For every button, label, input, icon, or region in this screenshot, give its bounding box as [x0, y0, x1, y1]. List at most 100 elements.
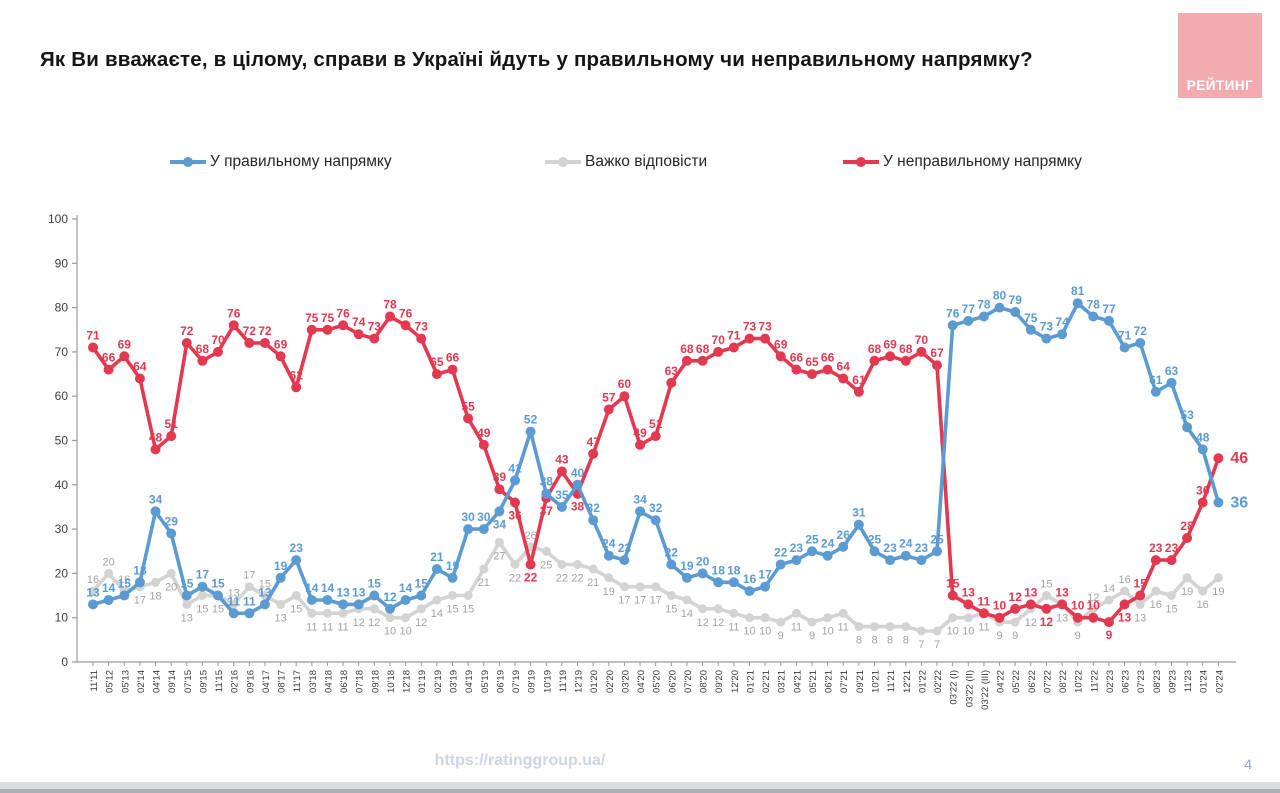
data-label: 15 — [180, 577, 194, 591]
data-label: 14 — [681, 608, 693, 620]
data-point — [916, 346, 927, 357]
data-point — [1072, 612, 1083, 623]
y-axis-label: 60 — [55, 389, 69, 403]
source-url-link[interactable]: https://ratinggroup.ua/ — [434, 752, 606, 769]
data-point — [525, 426, 536, 437]
data-label: 79 — [1009, 293, 1023, 307]
data-point — [760, 333, 771, 344]
data-point — [682, 595, 692, 605]
data-label: 53 — [1180, 408, 1194, 422]
data-label: 13 — [1056, 612, 1068, 624]
data-label: 12 — [1025, 617, 1037, 629]
legend-marker-gray-icon — [545, 150, 581, 174]
data-label: 13 — [1024, 585, 1038, 599]
data-label: 12 — [1087, 592, 1099, 604]
data-point — [1104, 595, 1114, 605]
data-point — [1213, 453, 1224, 464]
data-point — [291, 591, 301, 600]
data-point — [416, 590, 427, 601]
data-point — [1166, 377, 1177, 388]
data-label: 31 — [852, 506, 866, 520]
data-point — [760, 581, 771, 592]
data-label: 15 — [1040, 579, 1052, 591]
data-point — [604, 573, 614, 583]
data-point — [322, 324, 333, 335]
data-label: 16 — [1150, 599, 1162, 611]
data-point — [729, 608, 739, 618]
data-label: 51 — [649, 417, 663, 431]
data-label: 13 — [962, 585, 976, 599]
data-point — [1135, 590, 1146, 601]
y-axis-label: 50 — [55, 434, 69, 448]
data-point — [541, 546, 551, 556]
page-title: Як Ви вважаєте, в цілому, справи в Украї… — [40, 48, 1033, 71]
data-label: 28 — [1180, 519, 1194, 533]
data-label: 17 — [758, 568, 772, 582]
data-label: 65 — [430, 355, 444, 369]
x-axis-label: 09'16 — [245, 670, 256, 693]
x-axis-label: 09'21 — [855, 670, 866, 693]
data-label: 19 — [1181, 586, 1193, 598]
x-axis-label: 02'22 — [933, 670, 944, 693]
data-point — [744, 333, 755, 344]
data-point — [932, 546, 942, 557]
data-point — [103, 595, 114, 605]
x-axis-label: 02'21 — [761, 670, 772, 693]
rating-logo-text: РЕЙТИНГ — [1186, 78, 1254, 93]
data-point — [291, 555, 302, 566]
data-point — [494, 484, 505, 495]
data-label: 22 — [774, 546, 788, 560]
data-point — [416, 604, 426, 614]
x-axis-label: 04'17 — [261, 670, 272, 693]
data-label: 19 — [680, 559, 694, 573]
x-axis-label: 12'21 — [902, 670, 913, 693]
data-label: 23 — [1149, 541, 1163, 555]
legend-marker-blue-icon — [170, 150, 206, 174]
data-label: 13 — [181, 612, 193, 624]
data-label: 9 — [809, 630, 815, 642]
data-point — [854, 622, 864, 632]
data-point — [1057, 599, 1068, 610]
data-point — [1057, 329, 1068, 340]
rating-logo: РЕЙТИНГ — [1178, 13, 1262, 98]
data-point — [775, 351, 786, 362]
data-label: 64 — [837, 360, 851, 374]
data-label: 11 — [227, 594, 240, 608]
data-label: 27 — [493, 550, 505, 562]
data-point — [213, 590, 223, 601]
data-label: 15 — [1134, 577, 1148, 591]
data-point — [963, 599, 974, 610]
data-label: 20 — [102, 556, 114, 568]
data-label: 22 — [571, 573, 583, 585]
x-axis-label: 09'19 — [527, 670, 538, 693]
x-axis-label: 11'15 — [214, 670, 225, 692]
data-point — [650, 431, 661, 442]
x-axis-label: 03'22 (II) — [964, 670, 975, 707]
data-label: 14 — [305, 581, 319, 595]
data-label: 32 — [649, 501, 663, 515]
data-label: 18 — [712, 563, 726, 577]
data-label: 12 — [1040, 615, 1054, 629]
x-axis-label: 03'18 — [308, 670, 319, 693]
data-point — [197, 591, 207, 600]
data-point — [369, 604, 379, 614]
data-label: 15 — [1165, 604, 1177, 616]
x-axis-label: 11'11 — [89, 670, 100, 692]
data-label: 18 — [727, 563, 741, 577]
data-point — [401, 613, 411, 623]
data-label: 64 — [133, 360, 147, 374]
data-label: 15 — [446, 604, 458, 616]
data-point — [88, 342, 98, 353]
data-point — [244, 608, 255, 619]
data-point — [900, 550, 911, 561]
data-label: 75 — [1024, 311, 1038, 325]
data-label: 65 — [805, 355, 819, 369]
data-label: 69 — [118, 337, 132, 351]
data-label: 13 — [352, 585, 366, 599]
data-point — [431, 564, 442, 574]
data-label: 39 — [493, 470, 507, 484]
data-point — [744, 586, 755, 597]
data-point — [556, 502, 567, 512]
data-label: 75 — [321, 311, 335, 325]
